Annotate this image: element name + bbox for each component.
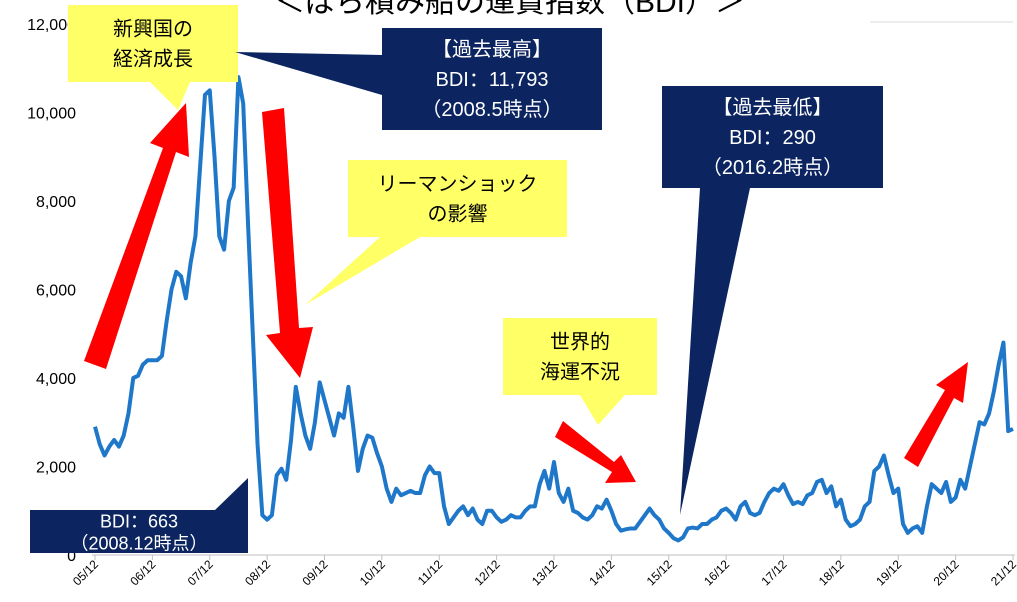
arrow-diag	[555, 421, 636, 483]
x-tick-label: 12/12	[472, 557, 503, 588]
callout: BDI：663（2008.12時点）	[30, 478, 248, 554]
callout-text: 海運不況	[540, 361, 620, 384]
y-tick-label: 6,000	[36, 283, 76, 300]
callout-text: 世界的	[550, 331, 610, 354]
callout-text: BDI：290	[729, 127, 816, 149]
callout-pointer	[235, 52, 382, 95]
callout-text: リーマンショック	[378, 173, 538, 196]
x-tick-label: 16/12	[701, 557, 732, 588]
callout-pointer	[680, 188, 750, 515]
x-tick-label: 09/12	[299, 557, 330, 588]
arrows	[84, 103, 968, 483]
y-tick-label: 10,000	[27, 106, 76, 123]
callout-pointer	[215, 478, 248, 510]
callout-box	[68, 5, 238, 82]
callout: 【過去最高】 BDI：11,793 （2008.5時点）	[235, 28, 602, 130]
arrow-rise	[904, 362, 968, 467]
y-tick-label: 0	[67, 548, 76, 565]
callout-text: （2008.12時点）	[70, 534, 207, 554]
callout-box	[348, 160, 567, 237]
callout-box	[662, 86, 883, 188]
x-tick-label: 13/12	[529, 557, 560, 588]
callout-text: 経済成長	[113, 48, 193, 71]
x-tick-label: 20/12	[931, 557, 962, 588]
x-tick-label: 10/12	[357, 557, 388, 588]
callout-text: 【過去最高】	[432, 38, 552, 61]
callout-text: BDI：11,793	[435, 69, 548, 91]
callout-pointer	[305, 237, 420, 305]
y-tick-label: 12,000	[27, 17, 76, 34]
y-tick-label: 2,000	[36, 460, 76, 477]
callout-text: （2016.2時点）	[702, 156, 843, 179]
x-tick-label: 06/12	[127, 557, 158, 588]
callout-text: （2008.5時点）	[421, 98, 562, 121]
x-tick-label: 15/12	[644, 557, 675, 588]
arrow-down	[262, 108, 313, 378]
callout-text: の影響	[428, 203, 488, 226]
callout-box	[30, 510, 248, 553]
chart-title: ＜ばら積み船の運賃指数（BDI）＞	[275, 0, 745, 19]
x-tick-label: 11/12	[415, 557, 446, 588]
callout-text: 新興国の	[113, 18, 193, 41]
callout-pointer	[580, 395, 625, 425]
x-tick-label: 18/12	[816, 557, 847, 588]
callout: 【過去最低】 BDI：290 （2016.2時点）	[662, 86, 883, 515]
data-line	[93, 75, 1014, 543]
arrow-up	[84, 103, 189, 369]
callout-box	[503, 318, 657, 395]
x-tick-label: 14/12	[586, 557, 617, 588]
y-tick-label: 4,000	[36, 371, 76, 388]
x-tick-label: 08/12	[242, 557, 273, 588]
callout-box	[382, 28, 602, 130]
x-tick-label: 21/12	[988, 557, 1017, 588]
x-tick-label: 17/12	[758, 557, 789, 588]
x-tick-label: 07/12	[185, 557, 216, 588]
x-tick-label: 19/12	[873, 557, 904, 588]
callout-text: BDI：663	[100, 512, 178, 532]
callout-text: 【過去最低】	[713, 96, 833, 119]
y-tick-label: 8,000	[36, 194, 76, 211]
callout-pointer	[150, 82, 190, 110]
